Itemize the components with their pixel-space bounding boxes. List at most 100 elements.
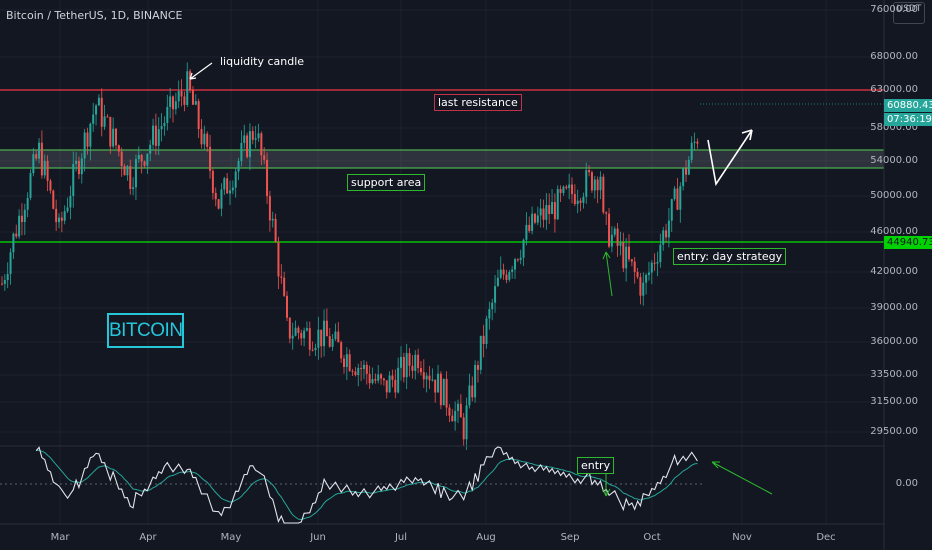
candle-body	[377, 374, 380, 381]
candle-body	[670, 199, 673, 221]
candle-body	[588, 170, 591, 173]
candle-body	[331, 339, 334, 347]
candle-body	[647, 272, 650, 275]
candle-body	[582, 196, 585, 203]
currency-button[interactable]: USDT	[893, 2, 925, 24]
candle-body	[291, 335, 294, 339]
candle-body	[348, 354, 351, 371]
candle-body	[593, 179, 596, 191]
candle-body	[129, 166, 132, 190]
candle-body	[97, 97, 100, 106]
candle-body	[471, 385, 474, 398]
chart-grid	[0, 0, 884, 524]
candle-body	[568, 184, 571, 189]
candle-body	[696, 141, 699, 144]
price-axis-label: 33500.00	[870, 369, 918, 380]
candle-body	[9, 252, 12, 275]
candle-body	[579, 200, 582, 203]
candle-body	[100, 97, 103, 127]
candle-body	[459, 403, 462, 418]
candle-body	[163, 123, 166, 127]
candle-body	[109, 116, 112, 147]
candle-body	[49, 180, 52, 191]
candle-body	[676, 188, 679, 210]
time-axis-label: Sep	[560, 532, 580, 543]
candle-body	[260, 133, 263, 156]
candle-body	[60, 217, 63, 221]
candle-body	[437, 373, 440, 393]
candle-body	[371, 379, 374, 384]
candle-body	[95, 105, 98, 115]
candle-body	[610, 234, 613, 247]
chart-title: Bitcoin / TetherUS, 1D, BINANCE	[6, 9, 183, 22]
candle-body	[365, 364, 368, 374]
candle-body	[434, 379, 437, 393]
candle-body	[317, 329, 320, 348]
liquidity-arrow	[189, 62, 213, 80]
candle-body	[311, 349, 314, 351]
candle-body	[229, 190, 231, 194]
candle-body	[149, 144, 152, 154]
candle-body	[6, 274, 9, 281]
candle-body	[425, 375, 428, 380]
candle-body	[52, 190, 55, 209]
candle-body	[539, 208, 542, 216]
candle-body	[174, 101, 177, 110]
candle-body	[494, 286, 497, 303]
candle-body	[126, 166, 129, 176]
candle-body	[134, 159, 137, 188]
candle-body	[357, 367, 360, 376]
candle-body	[274, 218, 277, 242]
candle-body	[602, 176, 605, 213]
candle-body	[465, 405, 468, 440]
candle-body	[58, 217, 60, 223]
time-axis-label: Dec	[816, 532, 836, 543]
candle-body	[385, 380, 388, 393]
candle-body	[679, 186, 682, 210]
candle-body	[531, 213, 534, 231]
candle-body	[237, 161, 240, 172]
candle-body	[132, 187, 135, 190]
candle-body	[502, 269, 505, 275]
candle-body	[189, 71, 192, 91]
candle-body	[55, 208, 58, 223]
entry-day-strategy-label[interactable]: entry: day strategy	[673, 248, 787, 265]
candle-body	[40, 142, 43, 176]
candle-body	[177, 91, 180, 102]
candle-body	[143, 161, 146, 166]
candle-body	[474, 364, 477, 398]
entry-label[interactable]: entry	[577, 457, 615, 474]
candle-body	[152, 125, 155, 145]
candle-body	[476, 364, 479, 370]
candle-body	[457, 403, 459, 411]
candle-body	[117, 145, 120, 152]
candle-body	[320, 329, 323, 347]
candle-body	[80, 158, 83, 175]
candle-body	[417, 354, 420, 369]
candle-body	[328, 336, 331, 347]
candle-body	[63, 211, 66, 221]
candle-body	[337, 331, 340, 343]
candle-body	[556, 189, 559, 220]
candle-body	[448, 407, 451, 416]
candle-body	[522, 239, 525, 258]
candle-body	[140, 154, 143, 162]
bitcoin-label[interactable]: BITCOIN	[107, 313, 184, 348]
candle-body	[69, 195, 72, 208]
candle-body	[650, 262, 653, 273]
entry-price-tag: 44940.73	[884, 236, 932, 249]
support-area-label[interactable]: support area	[347, 174, 426, 191]
liquidity-candle-label[interactable]: liquidity candle	[220, 55, 305, 68]
candle-body	[123, 165, 126, 176]
indicator-fast-line	[35, 446, 698, 524]
time-axis-label: Apr	[139, 532, 157, 543]
indicator-pointer-arrow	[711, 461, 773, 495]
candle-body	[209, 146, 212, 171]
candle-body	[325, 320, 328, 337]
candle-body	[20, 215, 23, 222]
candle-body	[12, 233, 15, 253]
last-resistance-label[interactable]: last resistance	[434, 94, 522, 111]
price-axis-label: 54000.00	[870, 155, 918, 166]
candle-body	[180, 91, 183, 97]
